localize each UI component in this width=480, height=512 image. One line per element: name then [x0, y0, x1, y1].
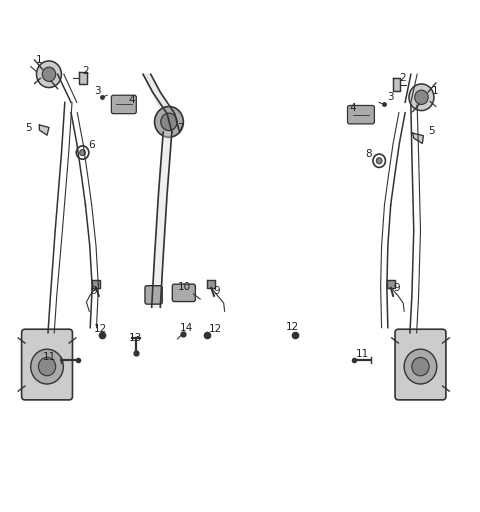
Text: 2: 2 — [399, 73, 406, 83]
Text: 12: 12 — [208, 324, 222, 334]
Text: 11: 11 — [43, 352, 57, 362]
Text: 6: 6 — [88, 140, 95, 151]
Text: 8: 8 — [365, 148, 372, 159]
Circle shape — [415, 90, 428, 104]
Text: 3: 3 — [95, 86, 101, 96]
Circle shape — [404, 349, 437, 384]
Text: 7: 7 — [177, 123, 183, 133]
Text: 5: 5 — [25, 123, 32, 133]
Polygon shape — [92, 280, 100, 288]
FancyBboxPatch shape — [172, 284, 195, 302]
Text: 2: 2 — [82, 66, 89, 76]
Circle shape — [36, 61, 61, 88]
Circle shape — [376, 158, 382, 164]
FancyBboxPatch shape — [22, 329, 72, 400]
Text: 1: 1 — [36, 55, 43, 66]
Text: 10: 10 — [178, 282, 191, 292]
Text: 9: 9 — [91, 286, 97, 296]
Text: 11: 11 — [356, 349, 370, 359]
Polygon shape — [79, 72, 87, 84]
Text: 4: 4 — [349, 102, 356, 113]
Polygon shape — [39, 125, 49, 135]
Circle shape — [42, 67, 56, 81]
Text: 12: 12 — [286, 322, 300, 332]
FancyBboxPatch shape — [145, 286, 162, 304]
Polygon shape — [387, 280, 395, 288]
Text: 4: 4 — [128, 95, 135, 105]
FancyBboxPatch shape — [348, 105, 374, 124]
Circle shape — [409, 84, 434, 111]
Polygon shape — [152, 132, 172, 307]
Circle shape — [161, 113, 177, 131]
Polygon shape — [143, 74, 180, 132]
Text: 3: 3 — [387, 92, 394, 102]
FancyBboxPatch shape — [111, 95, 136, 114]
Circle shape — [38, 357, 56, 376]
Text: 1: 1 — [432, 86, 438, 96]
Polygon shape — [207, 280, 215, 288]
Circle shape — [31, 349, 63, 384]
Circle shape — [80, 150, 85, 156]
FancyBboxPatch shape — [395, 329, 446, 400]
Polygon shape — [413, 133, 423, 143]
Polygon shape — [393, 78, 400, 91]
Circle shape — [412, 357, 429, 376]
Text: 12: 12 — [94, 324, 108, 334]
Text: 13: 13 — [129, 333, 142, 343]
Text: 5: 5 — [428, 125, 434, 136]
Circle shape — [155, 106, 183, 137]
Text: 9: 9 — [214, 286, 220, 296]
Text: 9: 9 — [393, 283, 400, 293]
Text: 14: 14 — [180, 323, 193, 333]
